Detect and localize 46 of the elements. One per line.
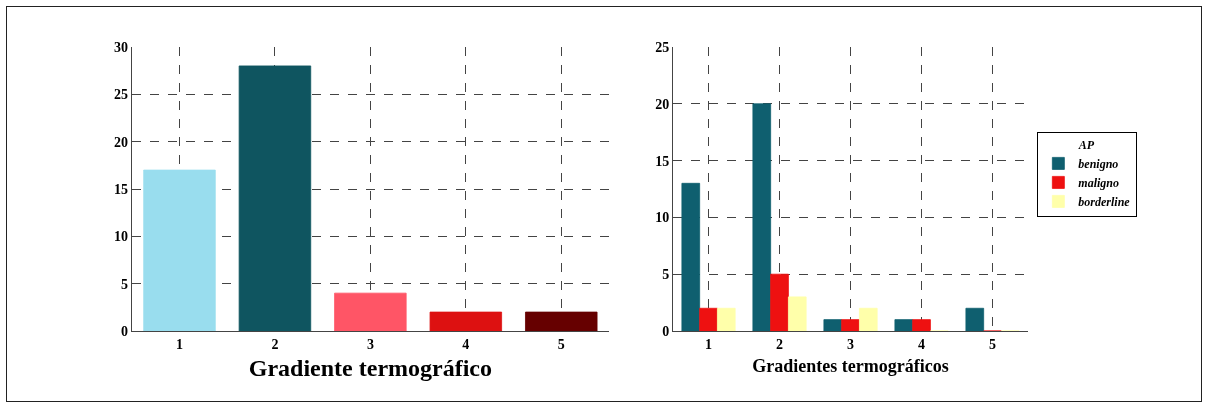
x-tick-label: 1 bbox=[705, 336, 713, 352]
x-tick-label: 1 bbox=[175, 336, 183, 352]
bar bbox=[894, 319, 914, 331]
x-tick-label: 3 bbox=[366, 336, 374, 352]
y-tick-label: 20 bbox=[113, 134, 128, 150]
x-axis-title: Gradiente termográfico bbox=[248, 355, 492, 382]
x-tick-label: 2 bbox=[271, 336, 279, 352]
x-axis-title: Gradientes termográficos bbox=[752, 355, 949, 376]
x-tick-label: 4 bbox=[462, 336, 470, 352]
bar bbox=[429, 311, 503, 331]
x-tick-label: 2 bbox=[776, 336, 784, 352]
x-tick-label: 4 bbox=[918, 336, 926, 352]
y-tick-label: 5 bbox=[662, 267, 670, 283]
bar bbox=[334, 292, 407, 331]
x-tick-label: 3 bbox=[847, 336, 855, 352]
bar bbox=[699, 307, 718, 331]
bar bbox=[788, 296, 807, 331]
bar bbox=[841, 319, 860, 331]
legend-label: benigno bbox=[1078, 157, 1119, 172]
bar bbox=[965, 307, 985, 331]
y-tick-label: 5 bbox=[120, 276, 128, 292]
bar bbox=[912, 319, 931, 331]
y-tick-label: 15 bbox=[113, 181, 128, 197]
y-tick-label: 0 bbox=[120, 323, 128, 339]
y-tick-label: 10 bbox=[655, 210, 670, 226]
y-tick-label: 10 bbox=[113, 229, 128, 245]
legend-label: borderline bbox=[1078, 195, 1131, 210]
x-tick-label: 5 bbox=[989, 336, 997, 352]
bar bbox=[143, 169, 216, 331]
y-tick-label: 25 bbox=[655, 39, 670, 55]
y-tick-label: 25 bbox=[113, 87, 128, 103]
bar bbox=[525, 311, 598, 331]
y-tick-label: 30 bbox=[113, 39, 128, 55]
y-tick-label: 20 bbox=[655, 96, 670, 112]
bar bbox=[238, 65, 312, 331]
bar bbox=[681, 182, 701, 331]
y-tick-label: 15 bbox=[655, 153, 670, 169]
bar bbox=[823, 319, 843, 331]
bar bbox=[770, 273, 789, 331]
y-tick-label: 0 bbox=[662, 323, 670, 339]
bar bbox=[717, 307, 736, 331]
legend-label: maligno bbox=[1078, 176, 1120, 191]
bar bbox=[752, 103, 772, 331]
legend-title: AP bbox=[1077, 137, 1095, 152]
x-tick-label: 5 bbox=[557, 336, 565, 352]
bar bbox=[859, 307, 878, 331]
